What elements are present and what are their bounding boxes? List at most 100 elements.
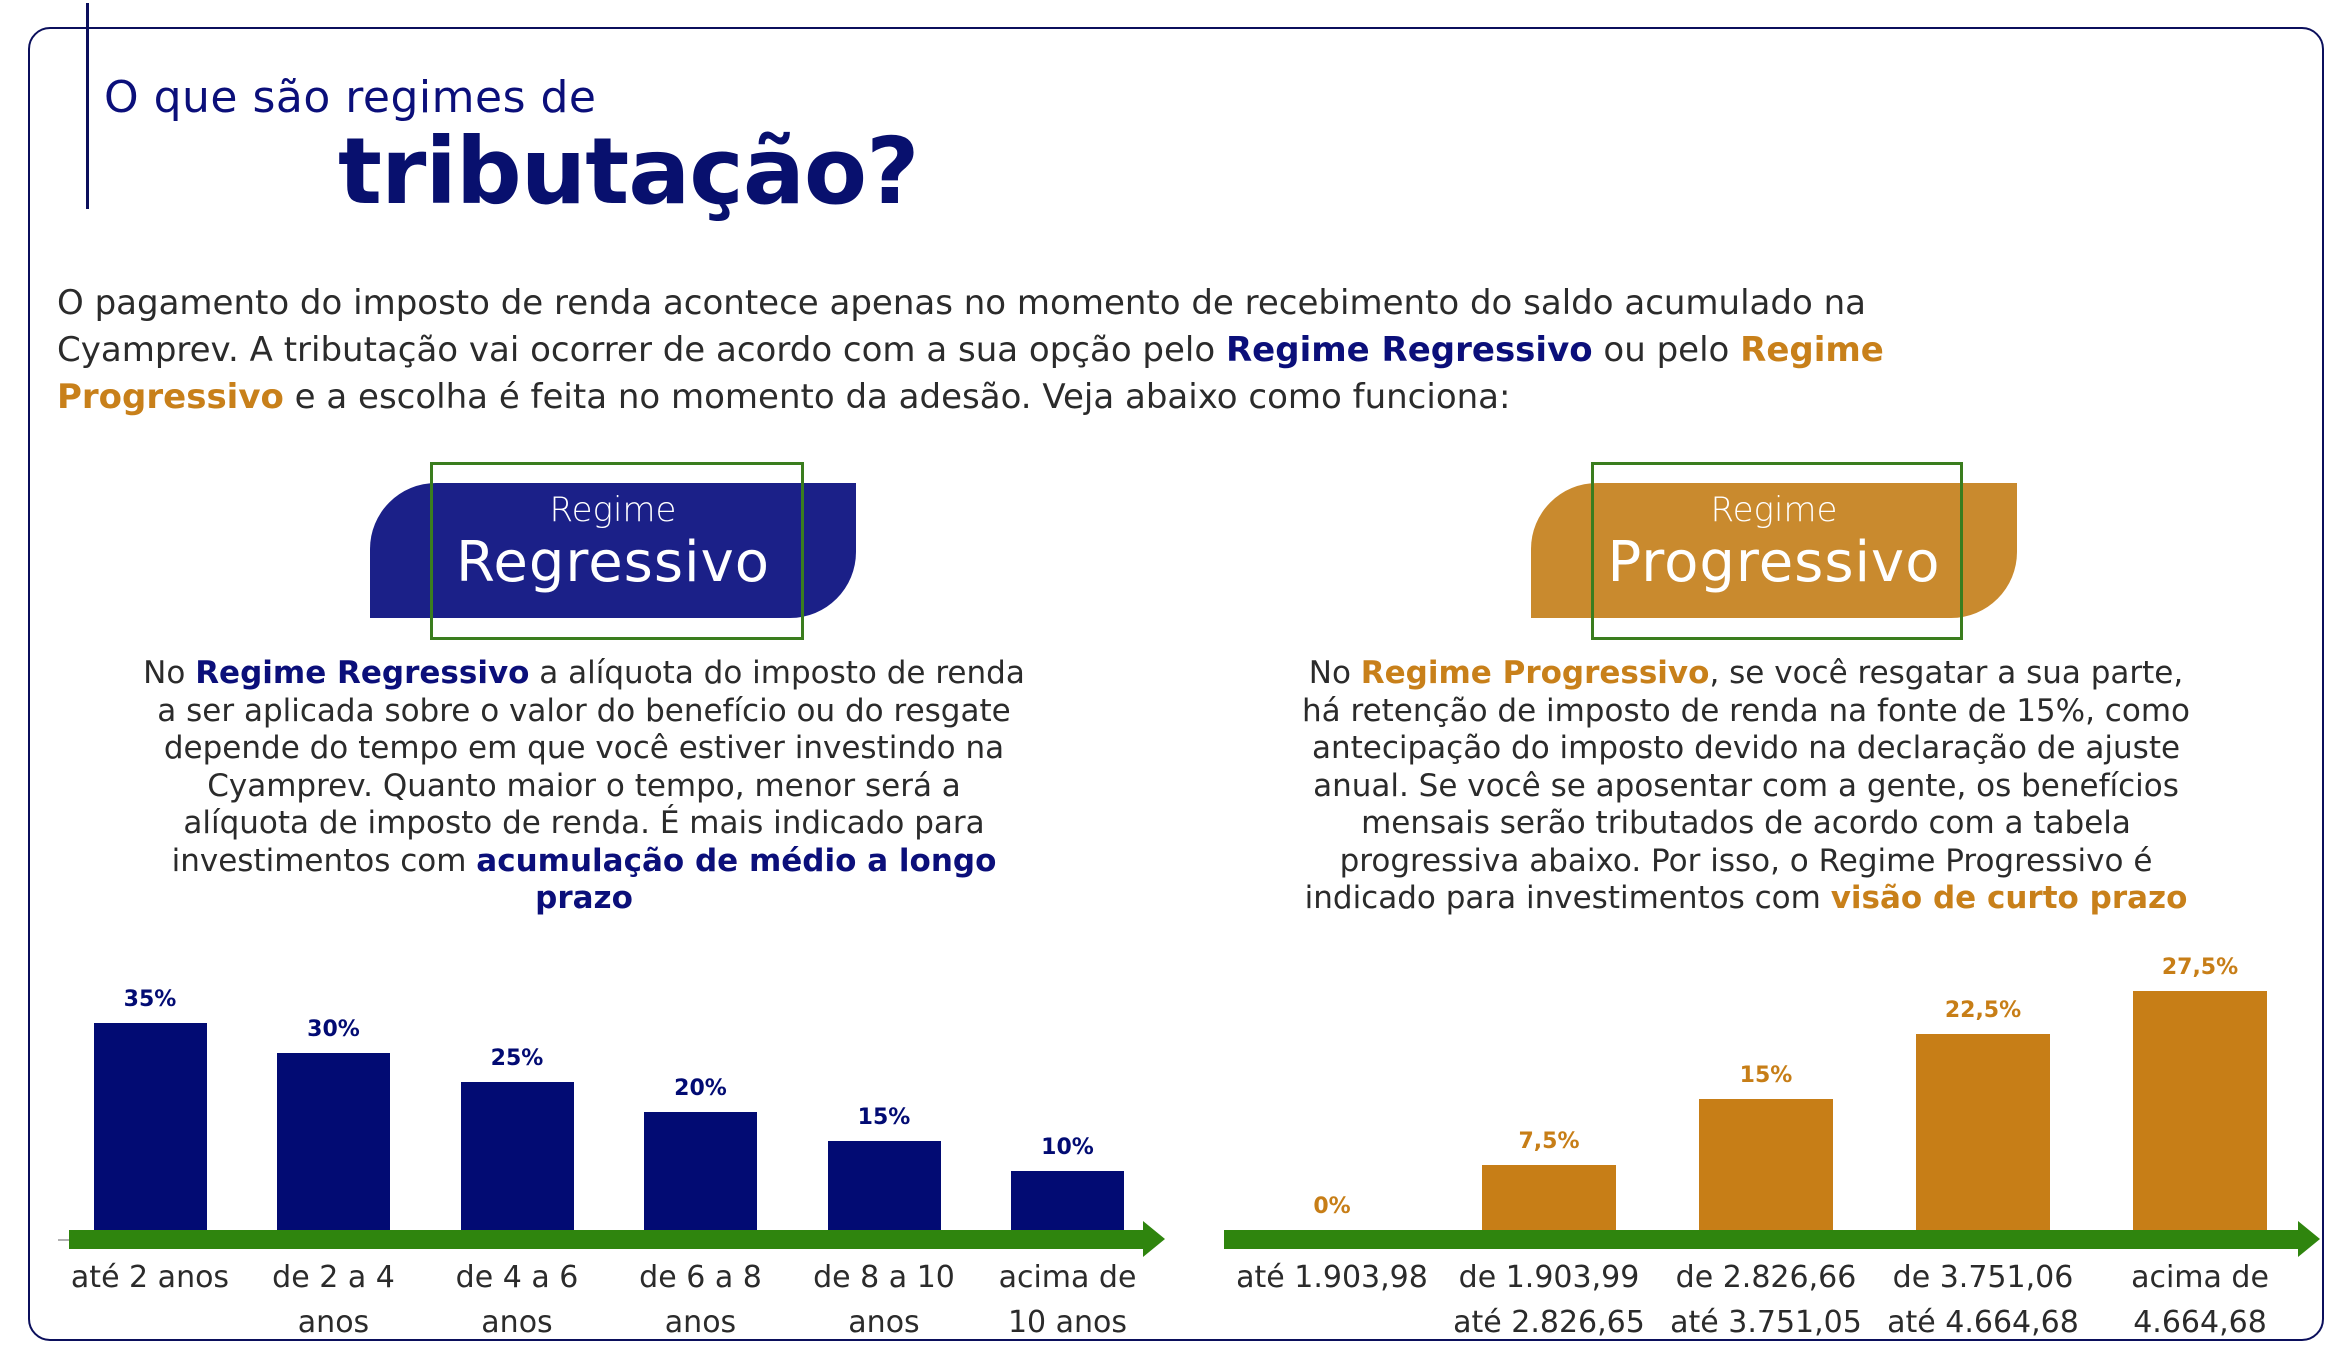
- desc-text: indicado para investimentos com: [1304, 880, 1831, 916]
- highlight-medio-longo: acumulação de médio a longo: [476, 842, 997, 879]
- bar-value-label: 10%: [1041, 1135, 1094, 1160]
- regressivo-description: No Regime Regressivo a alíquota do impos…: [44, 655, 1124, 918]
- category-label-line: anos: [297, 1305, 370, 1340]
- desc-line: Cyamprev. Quanto maior o tempo, menor se…: [207, 767, 961, 804]
- bar-value-label: 27,5%: [2161, 955, 2239, 980]
- category-label: de 8 a 10 anos: [769, 1255, 999, 1345]
- x-axis-arrow: [1224, 1230, 2300, 1249]
- category-label-line: de 1.903,99: [1458, 1260, 1640, 1295]
- highlight-progressivo: Regime Progressivo: [1360, 655, 1710, 691]
- category-label: acima de 10 anos: [953, 1255, 1183, 1345]
- x-axis-arrow: [69, 1230, 1145, 1249]
- chart-bar: [827, 1141, 941, 1230]
- category-label-line: de 6 a 8: [639, 1260, 762, 1295]
- category-label: de 3.751,06 até 4.664,68: [1868, 1255, 2098, 1345]
- badge-small-text: Regime: [549, 490, 677, 530]
- highlight-regressivo: Regime Regressivo: [1225, 330, 1593, 370]
- desc-line: investimentos com acumulação de médio a …: [44, 843, 1124, 881]
- desc-line: No Regime Regressivo a alíquota do impos…: [44, 655, 1124, 693]
- regressivo-badge-frame: [430, 462, 804, 640]
- desc-text: a alíquota do imposto de renda: [529, 655, 1025, 691]
- page-title: tributação?: [338, 118, 919, 225]
- highlight-regime: Regime: [1740, 330, 1884, 370]
- bar-value-label: 22,5%: [1944, 998, 2022, 1023]
- category-label-line: de 3.751,06: [1892, 1260, 2074, 1295]
- desc-line: anual. Se você se aposentar com a gente,…: [1313, 767, 2179, 804]
- highlight-regressivo: Regime Regressivo: [195, 655, 530, 691]
- arrowhead-icon: [1143, 1221, 1165, 1257]
- desc-line: progressiva abaixo. Por isso, o Regime P…: [1339, 842, 2153, 879]
- bar-value-label: 15%: [1739, 1063, 1793, 1088]
- chart-bar: [1482, 1165, 1616, 1230]
- regressivo-badge-label: Regime Regressivo: [370, 490, 856, 596]
- desc-line: depende do tempo em que você estiver inv…: [163, 730, 1005, 766]
- progressivo-badge-frame: [1591, 462, 1963, 640]
- intro-text: Cyamprev. A tributação vai ocorrer de ac…: [57, 330, 1226, 370]
- desc-text: investimentos com: [171, 842, 477, 879]
- desc-text: No: [143, 655, 196, 691]
- desc-line: mensais serão tributados de acordo com a…: [1361, 805, 2131, 841]
- category-label-line: 10 anos: [1007, 1305, 1128, 1340]
- progressivo-badge-label: Regime Progressivo: [1531, 490, 2017, 596]
- chart-bar: [460, 1082, 574, 1230]
- category-label-line: de 2 a 4: [272, 1260, 395, 1295]
- content-card: [28, 27, 2324, 1341]
- intro-paragraph: O pagamento do imposto de renda acontece…: [57, 280, 2307, 421]
- highlight-prazo: prazo: [535, 880, 633, 916]
- chart-bar: [1011, 1171, 1124, 1230]
- desc-line: indicado para investimentos com visão de…: [1206, 880, 2286, 918]
- desc-text: , se você resgatar a sua parte,: [1709, 655, 2184, 691]
- badge-small-text: Regime: [1710, 490, 1838, 530]
- bar-value-label: 30%: [307, 1017, 360, 1042]
- category-label-line: de 2.826,66: [1675, 1260, 1857, 1295]
- chart-bar: [1699, 1099, 1833, 1230]
- category-label-line: até 3.751,05: [1670, 1305, 1862, 1340]
- desc-line: a ser aplicada sobre o valor do benefíci…: [157, 692, 1011, 729]
- progressivo-description: No Regime Progressivo, se você resgatar …: [1206, 655, 2286, 918]
- category-label-line: anos: [481, 1305, 553, 1340]
- desc-text: No: [1308, 655, 1361, 691]
- bar-value-label: 25%: [490, 1046, 544, 1071]
- badge-big-text: Progressivo: [1607, 530, 1941, 595]
- desc-line: há retenção de imposto de renda na fonte…: [1302, 692, 2190, 729]
- chart-bar: [277, 1053, 390, 1230]
- intro-line-3: Progressivo e a escolha é feita no momen…: [57, 374, 2307, 421]
- bar-value-label: 0%: [1313, 1194, 1351, 1219]
- category-label-line: até 4.664,68: [1887, 1305, 2079, 1340]
- bar-value-label: 15%: [857, 1105, 911, 1130]
- category-label-line: até 2.826,65: [1453, 1305, 1645, 1340]
- category-label: de 2.826,66 até 3.751,05: [1651, 1255, 1881, 1345]
- intro-text: ou pelo: [1592, 330, 1741, 370]
- bar-value-label: 35%: [123, 987, 177, 1012]
- category-label: até 2 anos: [35, 1255, 265, 1300]
- bar-value-label: 20%: [674, 1076, 727, 1101]
- chart-bar: [644, 1112, 757, 1230]
- category-label-line: acima de: [998, 1260, 1137, 1295]
- category-label-line: de 8 a 10: [813, 1260, 955, 1295]
- chart-bar: [1916, 1034, 2050, 1230]
- desc-line: antecipação do imposto devido na declara…: [1311, 730, 2181, 766]
- arrowhead-icon: [2298, 1221, 2320, 1257]
- title-line-1: O que são regimes de: [104, 72, 597, 123]
- category-label: de 2 a 4 anos: [219, 1255, 449, 1345]
- category-label-line: 4.664,68: [2133, 1305, 2267, 1340]
- intro-line-1: O pagamento do imposto de renda acontece…: [57, 283, 1866, 323]
- category-label-line: anos: [664, 1305, 737, 1340]
- desc-line: alíquota de imposto de renda. É mais ind…: [183, 805, 985, 841]
- axis-tick: [58, 1239, 70, 1241]
- highlight-progressivo: Progressivo: [57, 377, 284, 417]
- chart-bar: [2133, 991, 2267, 1230]
- desc-line: No Regime Progressivo, se você resgatar …: [1206, 655, 2286, 693]
- category-label-line: até 1.903,98: [1236, 1260, 1428, 1295]
- category-label-line: anos: [848, 1305, 920, 1340]
- category-label: de 1.903,99 até 2.826,65: [1434, 1255, 1664, 1345]
- regressivo-badge: [370, 483, 856, 618]
- category-label-line: até 2 anos: [70, 1260, 230, 1295]
- title-accent-line: [86, 3, 89, 209]
- category-label: de 4 a 6 anos: [402, 1255, 632, 1345]
- chart-bar: [93, 1023, 207, 1230]
- category-label: acima de 4.664,68: [2085, 1255, 2315, 1345]
- intro-text: e a escolha é feita no momento da adesão…: [283, 377, 1511, 417]
- bar-value-label: 7,5%: [1518, 1129, 1580, 1154]
- highlight-curto-prazo: visão de curto prazo: [1830, 880, 2188, 916]
